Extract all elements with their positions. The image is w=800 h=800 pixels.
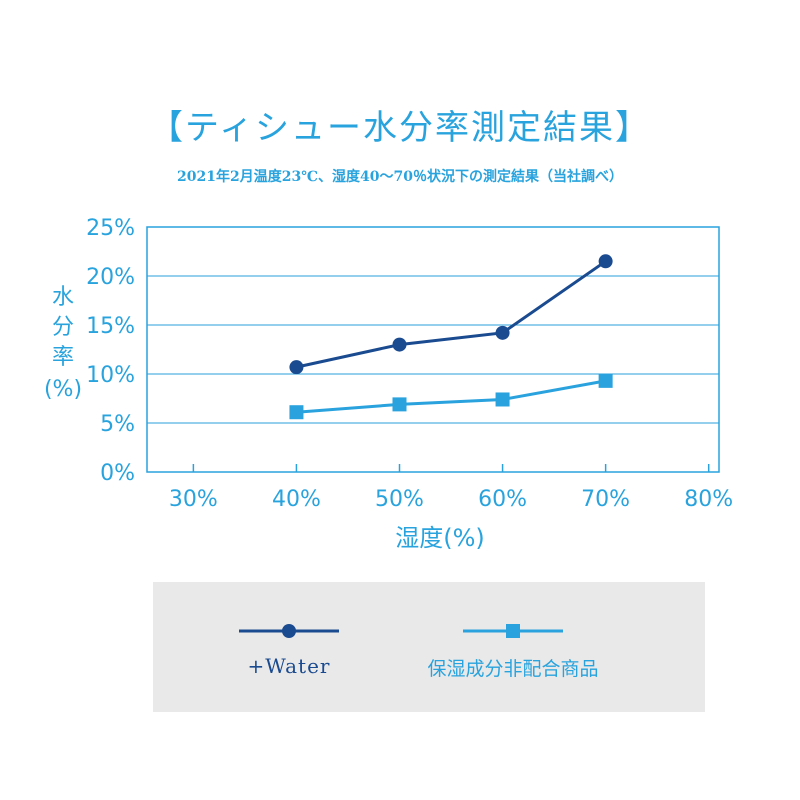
y-axis-label-char: (%) — [44, 377, 82, 402]
data-point-square — [289, 405, 304, 420]
data-point-circle — [392, 337, 407, 352]
y-axis-label-char: 率 — [52, 345, 74, 370]
y-axis-label: 水分率 (%) — [44, 285, 82, 402]
data-point-square — [392, 397, 407, 412]
line-chart: 0% 5% 10% 15% 20% 25% 30% 40% 50% 60% 70% 80% 水分率 (… — [44, 216, 733, 552]
y-tick-label: 20% — [86, 265, 135, 290]
y-axis-ticks: 0% 5% 10% 15% 20% 25% — [86, 216, 135, 486]
x-axis-ticks: 30% 40% 50% 60% 70% 80% — [169, 487, 733, 512]
plot-frame — [146, 226, 720, 473]
y-tick-label: 10% — [86, 363, 135, 388]
y-tick-label: 15% — [86, 314, 135, 339]
data-point-circle — [495, 325, 510, 340]
y-tick-label: 25% — [86, 216, 135, 241]
x-tick-label: 70% — [581, 487, 630, 512]
y-tick-label: 0% — [100, 461, 135, 486]
legend: +Water 保湿成分非配合商品 — [153, 582, 705, 712]
series-layer — [289, 254, 613, 420]
chart-subtitle: 2021年2月温度23℃、湿度40～70％状況下の測定結果（当社調べ） — [177, 169, 623, 185]
y-axis-label-char: 分 — [52, 315, 74, 340]
x-tick-label: 50% — [375, 487, 424, 512]
x-tick-label: 30% — [169, 487, 218, 512]
x-tick-label: 40% — [272, 487, 321, 512]
x-tick-label: 80% — [684, 487, 733, 512]
chart-title: 【ティシュー水分率測定結果】 — [149, 108, 651, 148]
y-tick-label: 5% — [100, 412, 135, 437]
legend-marker-square — [506, 624, 520, 638]
series-line-1 — [296, 379, 606, 414]
x-axis-label: 湿度(%) — [395, 524, 485, 552]
data-point-square — [495, 392, 510, 407]
series-line-0 — [296, 260, 607, 369]
data-point-circle — [289, 360, 304, 375]
legend-label-nonmoist: 保湿成分非配合商品 — [427, 658, 599, 680]
y-axis-label-char: 水 — [52, 285, 74, 310]
legend-marker-circle — [282, 624, 296, 638]
legend-label-water: +Water — [247, 654, 331, 678]
legend-markers — [239, 624, 563, 638]
data-point-square — [598, 373, 613, 388]
data-point-circle — [598, 254, 613, 269]
grid-lines — [147, 275, 719, 472]
x-tick-label: 60% — [478, 487, 527, 512]
